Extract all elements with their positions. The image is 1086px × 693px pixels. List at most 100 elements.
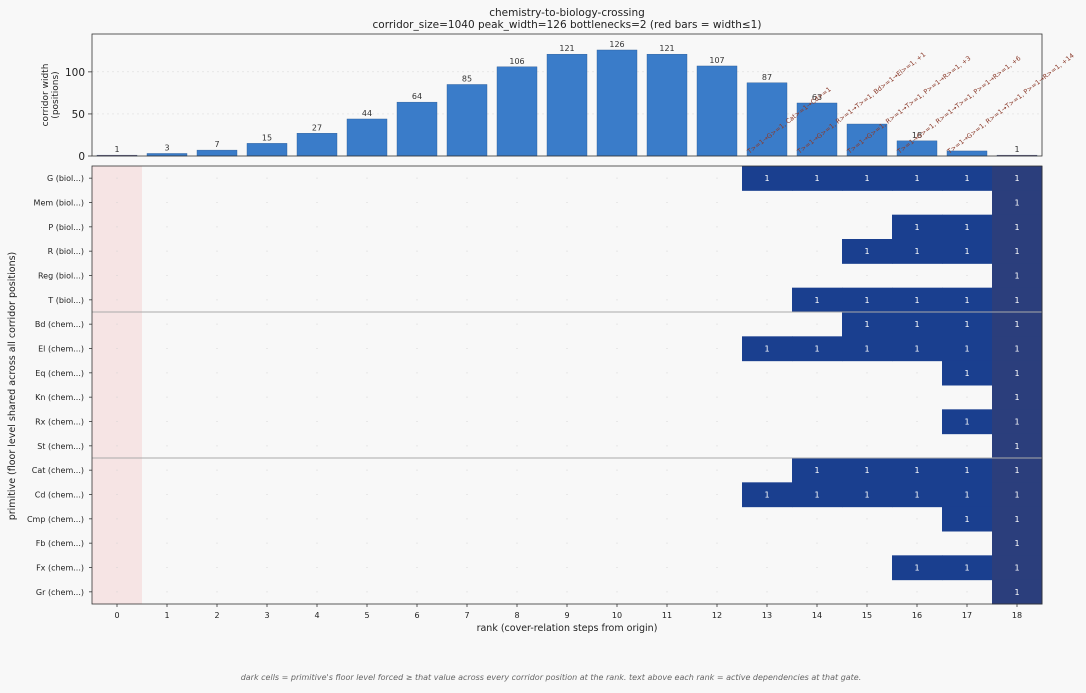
heat-cell: [942, 506, 993, 532]
grid-dot: [266, 494, 268, 495]
grid-dot: [366, 494, 368, 495]
heat-cell: [842, 312, 893, 337]
grid-dot: [216, 421, 218, 422]
heat-cell-value: 1: [1014, 393, 1019, 402]
heat-cell: [892, 287, 943, 313]
grid-dot: [166, 299, 168, 301]
grid-dot: [466, 275, 468, 276]
heat-cell: [942, 214, 993, 240]
grid-dot: [116, 250, 118, 252]
bar-rank-12: [696, 65, 738, 157]
grid-dot: [716, 299, 718, 301]
grid-dot: [366, 275, 368, 276]
heat-cell-value: 1: [1014, 296, 1019, 305]
grid-dot: [666, 567, 668, 568]
heat-cell-value: 1: [964, 418, 969, 427]
xtick-label: 14: [812, 611, 822, 620]
row-label: G (biol...): [47, 174, 84, 183]
grid-dot: [216, 591, 218, 593]
grid-dot: [516, 299, 518, 301]
row-label: T (biol...): [47, 296, 84, 305]
grid-dot: [316, 542, 318, 544]
heat-cell: [892, 555, 943, 581]
heat-cell: [992, 312, 1043, 337]
grid-dot: [116, 323, 118, 325]
xtick-label: 8: [514, 611, 519, 620]
grid-dot: [966, 591, 968, 593]
bar-value-label: 44: [362, 109, 372, 118]
grid-dot: [766, 323, 768, 325]
grid-dot: [616, 299, 618, 301]
bar-rank-11: [646, 53, 688, 157]
row-label: Fb (chem...): [36, 539, 84, 548]
grid-dot: [116, 275, 118, 276]
row-label: Eq (chem...): [35, 369, 84, 378]
heat-cell: [992, 458, 1043, 483]
xtick-label: 4: [314, 611, 319, 620]
row-label: Cd (chem...): [35, 491, 84, 500]
heatmap-xlabel: rank (cover-relation steps from origin): [477, 623, 658, 634]
xtick-label: 0: [114, 611, 119, 620]
grid-dot: [166, 518, 168, 520]
grid-dot: [716, 591, 718, 593]
bar-rank-13: [746, 82, 788, 157]
grid-dot: [416, 591, 418, 593]
grid-dot: [766, 567, 768, 568]
heat-cell-value: 1: [864, 320, 869, 329]
grid-dot: [516, 226, 518, 228]
grid-dot: [116, 421, 118, 422]
grid-dot: [166, 494, 168, 495]
grid-dot: [516, 518, 518, 520]
grid-dot: [816, 567, 818, 568]
heat-cell: [942, 458, 993, 483]
heat-cell-value: 1: [814, 345, 819, 354]
grid-dot: [216, 567, 218, 568]
grid-dot: [766, 372, 768, 374]
heat-cell-value: 1: [1014, 199, 1019, 208]
grid-dot: [666, 445, 668, 447]
heat-cell: [942, 409, 993, 435]
grid-dot: [416, 445, 418, 447]
grid-dot: [566, 348, 568, 349]
grid-dot: [966, 542, 968, 544]
grid-dot: [616, 518, 618, 520]
xtick-label: 10: [612, 611, 622, 620]
grid-dot: [266, 323, 268, 325]
bar-panel: 1 3 7 15 27 44 64 85 106 121 126 121 107 87 63 18 1 0 50 10…: [41, 33, 1076, 163]
grid-dot: [616, 372, 618, 374]
grid-dot: [416, 421, 418, 422]
xtick-label: 2: [214, 611, 219, 620]
bar-rank-10: [596, 49, 638, 157]
grid-dot: [166, 542, 168, 544]
grid-dot: [916, 421, 918, 422]
grid-dot: [266, 299, 268, 301]
grid-dot: [416, 275, 418, 276]
grid-dot: [316, 250, 318, 252]
bar-rank-7: [446, 84, 488, 157]
grid-dot: [766, 445, 768, 447]
heat-cell-value: 1: [1014, 418, 1019, 427]
grid-dot: [316, 275, 318, 276]
heat-cell-value: 1: [764, 345, 769, 354]
grid-dot: [266, 250, 268, 252]
grid-dot: [716, 542, 718, 544]
grid-dot: [266, 202, 268, 203]
grid-dot: [816, 445, 818, 447]
grid-dot: [116, 494, 118, 495]
row-label: P (biol...): [48, 223, 84, 232]
grid-dot: [866, 542, 868, 544]
grid-dot: [566, 591, 568, 593]
grid-dot: [816, 396, 818, 398]
xtick-label: 12: [712, 611, 722, 620]
grid-dot: [266, 591, 268, 593]
grid-dot: [566, 396, 568, 398]
grid-dot: [216, 396, 218, 398]
bar-value-label: 63: [812, 93, 822, 102]
grid-dot: [316, 421, 318, 422]
grid-dot: [116, 469, 118, 471]
grid-dot: [416, 348, 418, 349]
heat-cell: [942, 482, 993, 508]
grid-dot: [316, 226, 318, 228]
grid-dot: [316, 177, 318, 179]
